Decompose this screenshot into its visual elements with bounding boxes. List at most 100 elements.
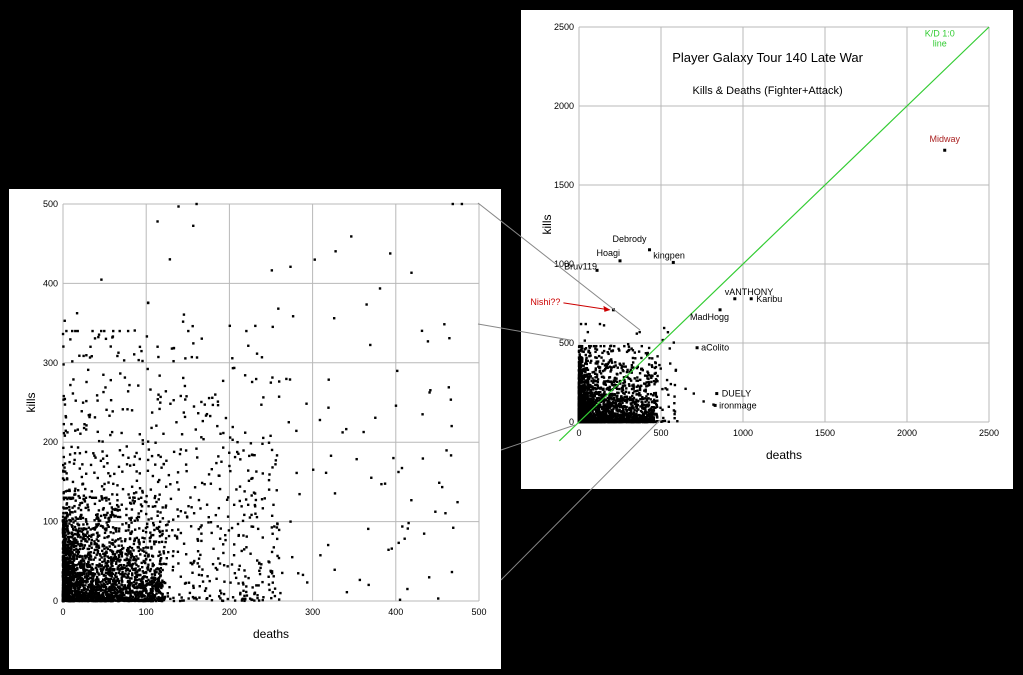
data-point [100,278,103,281]
data-point [151,589,154,593]
data-point [594,383,597,387]
data-point [105,593,108,597]
data-point [68,552,71,555]
data-point [132,496,135,499]
data-point [102,567,105,570]
data-point [164,540,167,544]
data-point [591,371,594,374]
data-point [69,598,73,601]
data-point [172,346,176,350]
data-point [251,586,254,589]
data-point [105,496,108,499]
data-point [109,345,112,348]
data-point [656,399,659,402]
data-point [333,492,337,495]
data-point [87,526,90,529]
data-point [158,493,161,496]
y-tick-label: 2500 [554,22,574,32]
data-point [75,598,78,602]
data-point [216,568,219,571]
data-point [179,394,182,398]
data-point [79,574,82,578]
data-point [99,554,102,557]
data-point [104,564,107,567]
data-point [130,567,134,570]
data-point [81,547,84,550]
data-point [81,591,85,594]
data-point [631,401,634,404]
data-point [157,525,161,529]
data-point [608,359,612,362]
data-point [84,597,87,600]
data-point [238,485,242,488]
data-point [75,575,79,578]
data-point [289,265,292,268]
data-point [150,426,153,430]
data-point [85,424,88,427]
data-point [269,381,273,384]
data-point [216,400,220,403]
data-point [90,566,94,570]
data-point [152,578,155,581]
data-points [61,202,464,603]
data-point [65,563,68,566]
data-point [118,329,121,333]
data-point [162,552,166,555]
data-point [100,597,103,601]
data-point [245,594,249,597]
data-point [138,595,141,598]
data-point [127,456,130,459]
data-point [138,541,141,544]
data-point [135,563,138,567]
data-point [89,573,92,576]
data-point [426,340,430,343]
data-point [128,596,131,600]
data-point [241,519,245,523]
data-point [176,481,179,484]
data-point [102,574,106,577]
data-point [93,454,96,457]
data-point [85,572,88,575]
data-point [209,414,212,418]
data-point [94,513,98,517]
data-point [95,568,99,571]
data-point [62,568,65,572]
data-point [133,496,136,499]
data-point [153,596,156,600]
data-point [90,355,93,358]
data-point [295,429,298,433]
data-point [237,582,240,585]
data-point [172,518,175,521]
data-point [71,506,74,509]
data-point [179,448,183,451]
data-point [244,498,248,501]
data-point [167,473,171,477]
data-point [66,515,69,518]
data-point [582,367,585,370]
data-point [163,597,166,600]
data-point [86,530,89,534]
data-point [86,506,90,509]
data-point [253,503,257,507]
data-point [401,525,404,528]
data-point [98,519,102,522]
data-point [125,588,128,591]
data-point [179,531,183,535]
data-point [135,570,138,573]
data-point [595,373,599,376]
data-point [66,535,70,539]
data-point [96,531,99,535]
data-point [169,597,172,601]
data-point [127,579,130,583]
data-point [90,597,94,600]
data-point [219,592,223,595]
data-point [620,366,623,370]
data-point [138,583,141,587]
data-point [383,482,387,485]
data-point [71,392,75,395]
data-point [233,599,237,602]
data-point [89,558,93,561]
data-point [248,516,252,519]
data-point [135,599,139,602]
data-point [105,568,108,571]
